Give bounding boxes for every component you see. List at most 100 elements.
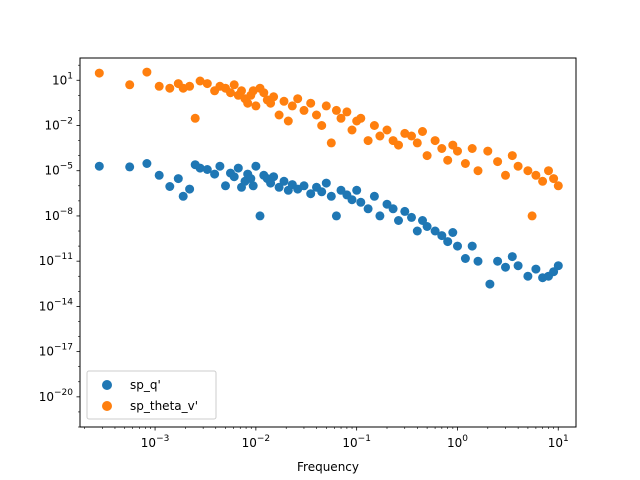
data-point [485, 279, 495, 289]
legend-marker-sp-q [102, 380, 112, 390]
data-point [269, 92, 279, 102]
data-point [448, 228, 458, 237]
data-point [453, 241, 462, 251]
data-point [321, 178, 331, 188]
data-point [422, 151, 432, 161]
data-point [293, 94, 303, 104]
data-point [473, 256, 483, 266]
data-point [352, 185, 362, 195]
data-point [210, 169, 220, 179]
data-point [507, 151, 517, 161]
legend-label-sp-q: sp_q' [130, 378, 161, 392]
data-point [142, 67, 152, 77]
data-point [407, 131, 416, 141]
series-1 [94, 67, 563, 221]
data-point [125, 162, 135, 172]
data-point [178, 191, 188, 201]
y-tick-label: 101 [52, 71, 73, 87]
data-point [299, 181, 309, 191]
data-point [531, 170, 541, 180]
y-tick-label: 10−14 [39, 297, 74, 313]
data-point [279, 176, 289, 186]
data-point [347, 195, 357, 205]
data-point [437, 231, 447, 241]
data-point [467, 144, 477, 153]
data-point [412, 226, 422, 236]
data-point [382, 125, 392, 135]
data-point [501, 170, 510, 180]
data-point [259, 88, 269, 98]
data-point [507, 252, 517, 262]
data-point [246, 174, 256, 184]
data-point [493, 157, 503, 167]
data-point [317, 187, 327, 197]
data-point [549, 174, 559, 184]
data-point [430, 226, 440, 236]
data-point [483, 146, 493, 156]
legend-label-sp-theta-v: sp_theta_v' [130, 399, 198, 413]
data-point [453, 146, 462, 156]
data-point [412, 138, 422, 148]
data-point [513, 261, 523, 271]
data-point [94, 68, 104, 78]
data-point [553, 261, 563, 271]
data-point [306, 189, 316, 199]
y-tick-label: 10−2 [44, 116, 73, 132]
y-tick-label: 10−8 [44, 207, 73, 223]
data-point [467, 241, 477, 251]
data-point [356, 197, 366, 207]
data-point [283, 116, 293, 126]
data-point [527, 211, 537, 221]
data-point [190, 113, 200, 123]
data-point [202, 165, 212, 174]
data-point [299, 105, 309, 115]
data-point [185, 184, 195, 194]
data-point [493, 256, 503, 266]
data-point [229, 172, 239, 182]
data-point [274, 182, 284, 192]
data-point [142, 159, 152, 168]
y-axis-ticks: 10−20 10−17 10−14 10−11 10−8 10−5 10−2 101 [39, 64, 80, 428]
data-point [460, 254, 470, 263]
data-point [382, 199, 392, 209]
data-point [473, 166, 483, 176]
y-tick-label: 10−11 [39, 252, 73, 268]
data-point [422, 222, 432, 231]
data-point [185, 81, 195, 91]
y-tick-label: 10−20 [39, 388, 74, 404]
data-point [274, 110, 284, 120]
data-point [195, 76, 205, 86]
data-point [407, 212, 416, 222]
data-point [331, 211, 341, 221]
data-point [375, 131, 385, 141]
plot-frame [79, 57, 577, 428]
data-point [269, 172, 279, 182]
data-point [154, 170, 164, 180]
data-point [221, 181, 230, 191]
y-tick-label: 10−5 [44, 162, 73, 178]
data-point [226, 88, 235, 98]
data-point [125, 80, 135, 90]
data-point [233, 163, 243, 173]
data-point [375, 211, 385, 221]
data-point [523, 271, 533, 281]
data-point [317, 121, 327, 130]
data-point [248, 86, 258, 96]
data-point [418, 127, 427, 136]
series-0 [94, 159, 563, 289]
points-layer [94, 67, 563, 289]
data-point [369, 121, 379, 130]
data-point [312, 110, 321, 120]
legend-marker-sp-theta-v [102, 401, 112, 411]
data-point [165, 83, 175, 93]
data-point [363, 204, 373, 214]
data-point [356, 113, 366, 123]
data-point [437, 144, 447, 153]
data-point [400, 206, 410, 216]
data-point [251, 101, 261, 111]
data-point [363, 136, 373, 146]
data-point [326, 138, 336, 148]
legend-box [86, 370, 217, 420]
data-point [394, 216, 403, 225]
data-point [255, 211, 265, 221]
